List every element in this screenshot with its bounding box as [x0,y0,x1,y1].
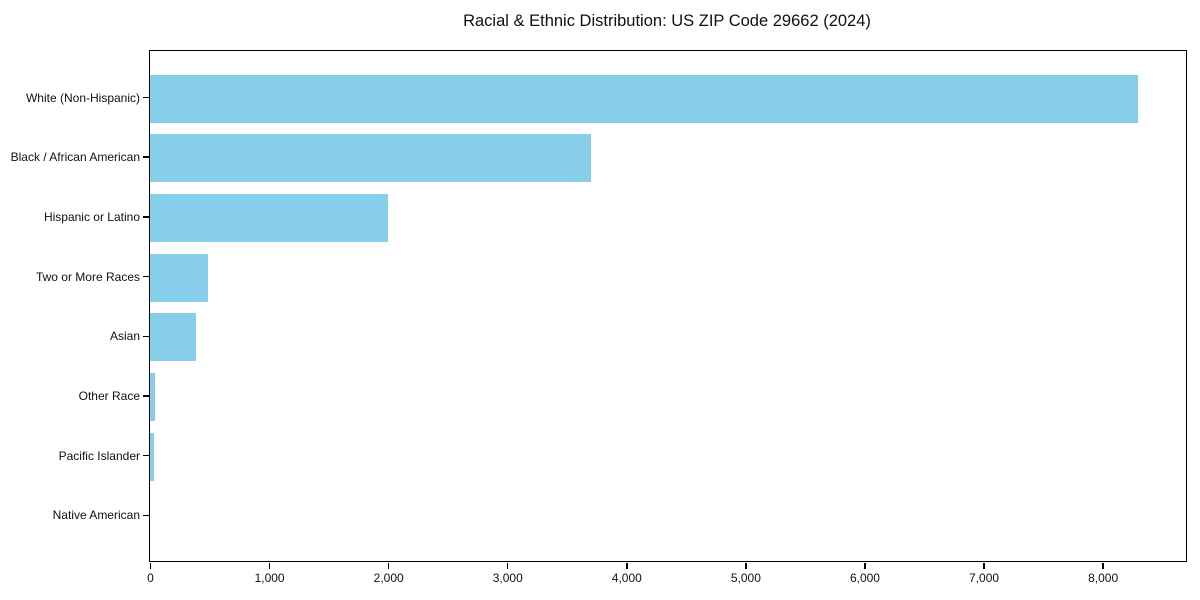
x-tick-label: 1,000 [254,571,285,585]
y-tick-mark [143,216,149,218]
x-tick-label: 0 [147,571,154,585]
x-tick-mark [149,563,152,569]
x-tick-mark [1102,563,1104,569]
x-tick-mark [745,563,747,569]
x-tick-mark [268,563,271,569]
y-axis-label: Black / African American [10,150,140,165]
y-tick-mark [143,514,149,517]
bar [150,74,1139,123]
x-tick-mark [864,563,866,569]
x-tick-label: 7,000 [969,571,1000,585]
y-axis-label: White (Non-Hispanic) [25,90,140,105]
y-axis-label: Hispanic or Latino [43,209,140,224]
x-tick-label: 5,000 [730,571,761,585]
x-tick-mark [387,563,390,569]
x-tick-label: 8,000 [1088,571,1119,585]
x-tick-label: 6,000 [849,571,880,585]
y-tick-mark [143,454,149,457]
x-tick-mark [983,563,985,569]
y-axis-label: Native American [52,508,140,523]
bar [150,193,389,242]
y-tick-mark [143,96,149,99]
y-tick-mark [143,156,149,158]
y-axis-label: Pacific Islander [58,448,140,463]
x-tick-mark [506,563,509,569]
bar [150,432,154,481]
bar [150,373,155,421]
chart-title: Racial & Ethnic Distribution: US ZIP Cod… [463,12,871,30]
y-axis-label: Asian [109,329,140,344]
bar [150,313,197,362]
x-tick-label: 2,000 [373,571,404,585]
x-tick-label: 4,000 [611,571,642,585]
bar [150,253,209,302]
y-tick-mark [143,335,149,338]
x-tick-label: 3,000 [492,571,523,585]
x-tick-mark [626,563,628,569]
bar [150,134,591,183]
y-tick-mark [143,275,149,278]
y-axis-label: Other Race [78,389,140,403]
y-tick-mark [143,395,149,397]
y-axis-label: Two or More Races [35,269,140,284]
plot-area [149,50,1187,562]
